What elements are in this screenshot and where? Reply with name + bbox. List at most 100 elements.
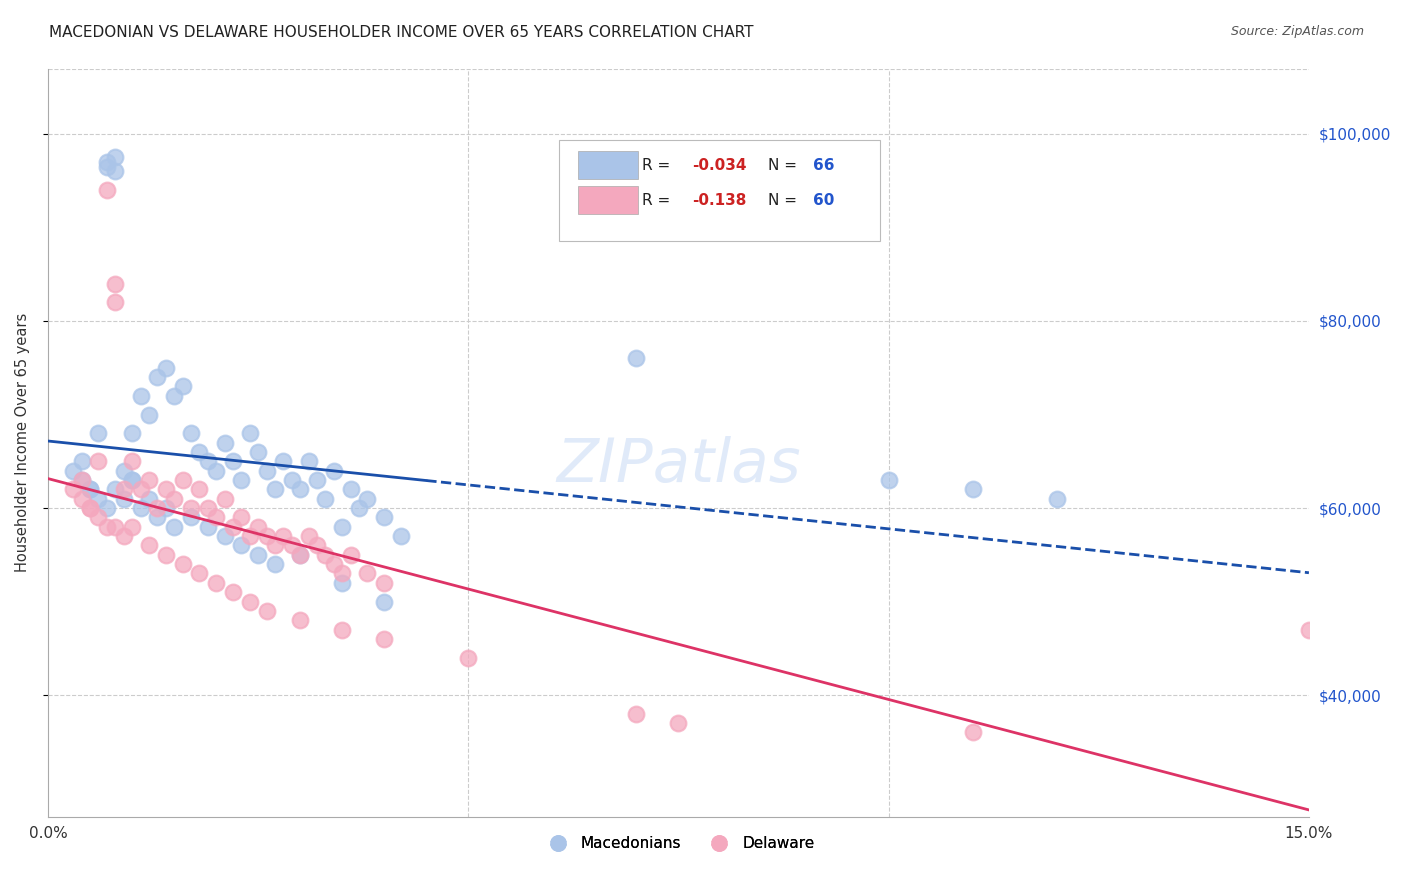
Point <box>155 548 177 562</box>
Point <box>87 491 110 506</box>
Point <box>121 454 143 468</box>
Point <box>247 548 270 562</box>
Point <box>70 473 93 487</box>
Text: 60: 60 <box>814 193 835 208</box>
Point <box>197 519 219 533</box>
Text: ZIPatlas: ZIPatlas <box>557 435 801 494</box>
Text: -0.034: -0.034 <box>692 158 747 172</box>
Point <box>264 557 287 571</box>
Text: Source: ZipAtlas.com: Source: ZipAtlas.com <box>1230 25 1364 38</box>
Point <box>322 557 344 571</box>
Point <box>356 566 378 581</box>
Point <box>457 650 479 665</box>
Point <box>962 725 984 739</box>
Text: R =: R = <box>643 193 675 208</box>
Point <box>79 483 101 497</box>
Point <box>112 491 135 506</box>
Point <box>962 483 984 497</box>
Point <box>163 519 186 533</box>
Point <box>172 379 194 393</box>
Point <box>222 585 245 599</box>
Point <box>188 483 211 497</box>
FancyBboxPatch shape <box>578 186 638 214</box>
Point <box>256 464 278 478</box>
Text: R =: R = <box>643 158 675 172</box>
Point <box>373 510 395 524</box>
Y-axis label: Householder Income Over 65 years: Householder Income Over 65 years <box>15 313 30 572</box>
Point <box>290 548 312 562</box>
Point <box>180 501 202 516</box>
Point <box>112 529 135 543</box>
Text: MACEDONIAN VS DELAWARE HOUSEHOLDER INCOME OVER 65 YEARS CORRELATION CHART: MACEDONIAN VS DELAWARE HOUSEHOLDER INCOM… <box>49 25 754 40</box>
Point <box>222 519 245 533</box>
Point <box>281 473 304 487</box>
Point <box>180 426 202 441</box>
Point <box>163 389 186 403</box>
Point <box>96 160 118 174</box>
Point <box>626 706 648 721</box>
Point <box>877 473 900 487</box>
Point <box>347 501 370 516</box>
Point <box>87 510 110 524</box>
Point <box>214 435 236 450</box>
Point <box>172 557 194 571</box>
Point <box>104 519 127 533</box>
Point <box>138 538 160 552</box>
Point <box>87 454 110 468</box>
Point <box>389 529 412 543</box>
Point <box>322 464 344 478</box>
Point <box>104 150 127 164</box>
Point <box>129 501 152 516</box>
Point <box>112 464 135 478</box>
Point <box>1298 623 1320 637</box>
Point <box>96 155 118 169</box>
Point <box>146 370 169 384</box>
Point <box>79 501 101 516</box>
Point <box>273 454 295 468</box>
Point <box>1046 491 1069 506</box>
Point <box>155 483 177 497</box>
Point <box>290 548 312 562</box>
Point <box>188 445 211 459</box>
Point <box>264 538 287 552</box>
Point <box>205 575 228 590</box>
Point <box>273 529 295 543</box>
Point <box>146 501 169 516</box>
Point <box>290 483 312 497</box>
Point <box>330 519 353 533</box>
Point <box>305 538 328 552</box>
Point <box>314 491 336 506</box>
Point <box>138 491 160 506</box>
Point <box>214 491 236 506</box>
Point <box>104 164 127 178</box>
Point <box>121 426 143 441</box>
Text: 66: 66 <box>814 158 835 172</box>
Point <box>104 277 127 291</box>
FancyBboxPatch shape <box>558 139 880 241</box>
Point <box>104 483 127 497</box>
Point <box>298 454 321 468</box>
Point <box>180 510 202 524</box>
Point <box>79 483 101 497</box>
Point <box>138 473 160 487</box>
Point <box>62 464 84 478</box>
Point <box>121 473 143 487</box>
Point <box>163 491 186 506</box>
Point <box>129 483 152 497</box>
Point <box>87 426 110 441</box>
Point <box>104 295 127 310</box>
Point <box>62 483 84 497</box>
Point <box>239 426 262 441</box>
Point <box>96 501 118 516</box>
Text: -0.138: -0.138 <box>692 193 747 208</box>
Point <box>314 548 336 562</box>
Point <box>231 510 253 524</box>
Point <box>298 529 321 543</box>
Point <box>96 183 118 197</box>
Point <box>339 548 361 562</box>
Point <box>339 483 361 497</box>
Point <box>70 454 93 468</box>
Point <box>330 575 353 590</box>
Text: N =: N = <box>768 193 801 208</box>
Point <box>373 594 395 608</box>
